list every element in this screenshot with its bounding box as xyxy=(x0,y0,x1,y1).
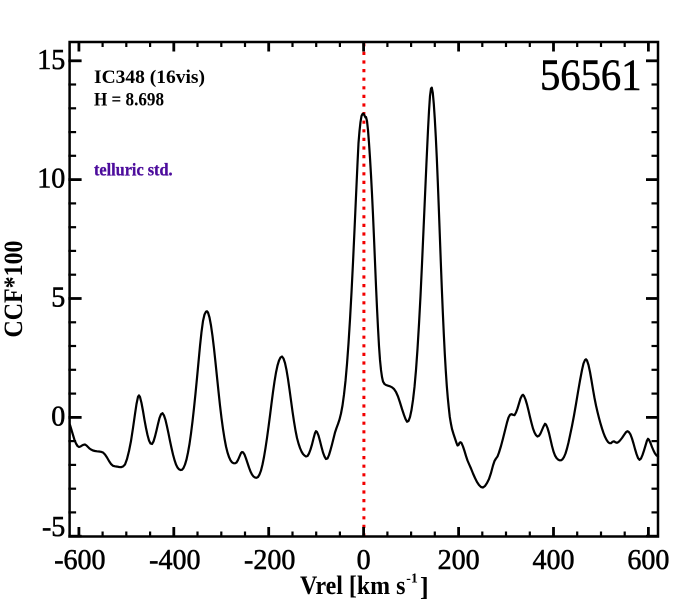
svg-text:H = 8.698: H = 8.698 xyxy=(94,91,164,111)
svg-text:-1: -1 xyxy=(406,571,418,586)
svg-text:CCF*100: CCF*100 xyxy=(0,241,28,338)
svg-text:0: 0 xyxy=(51,401,65,432)
svg-text:-200: -200 xyxy=(244,545,295,576)
svg-text:-5: -5 xyxy=(42,512,65,543)
svg-text:15: 15 xyxy=(37,45,65,76)
svg-text:]: ] xyxy=(420,573,429,600)
svg-text:600: 600 xyxy=(627,545,669,576)
svg-text:-400: -400 xyxy=(149,545,200,576)
svg-text:10: 10 xyxy=(37,164,65,195)
svg-text:200: 200 xyxy=(438,545,480,576)
svg-text:400: 400 xyxy=(533,545,575,576)
svg-text:IC348 (16vis): IC348 (16vis) xyxy=(94,68,205,88)
svg-text:-600: -600 xyxy=(54,545,105,576)
svg-text:56561: 56561 xyxy=(540,50,642,100)
svg-text:5: 5 xyxy=(51,283,65,314)
svg-text:0: 0 xyxy=(357,545,371,576)
svg-text:Vrel [km s: Vrel [km s xyxy=(300,571,405,600)
svg-text:telluric std.: telluric std. xyxy=(94,160,173,180)
